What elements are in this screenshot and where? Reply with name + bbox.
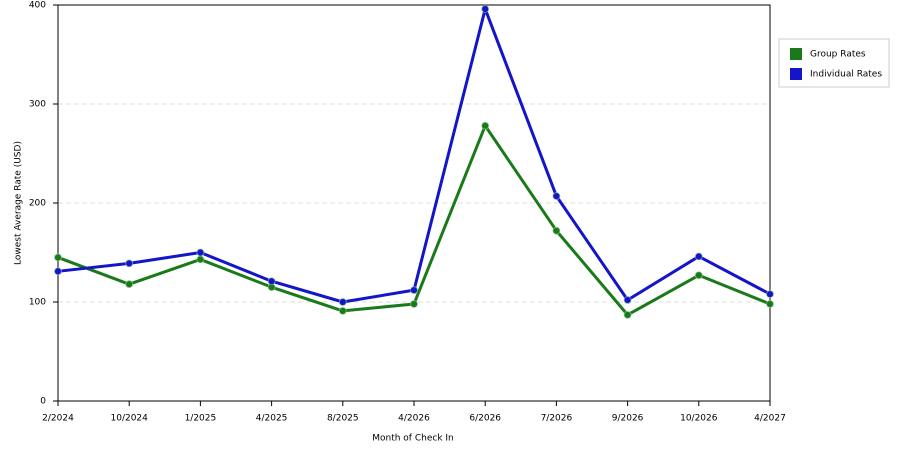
point	[267, 277, 276, 286]
point	[196, 248, 205, 257]
y-axis-title: Lowest Average Rate (USD)	[14, 141, 24, 265]
x-tick-label: 4/2025	[256, 414, 288, 424]
point	[766, 290, 774, 299]
x-tick-label: 1/2025	[185, 414, 217, 424]
x-tick-label: 8/2025	[327, 414, 359, 424]
x-tick-label: 9/2026	[612, 414, 644, 424]
y-tick-label: 0	[40, 397, 46, 407]
point	[196, 255, 205, 264]
point	[125, 280, 134, 289]
x-tick-label: 2/2024	[42, 414, 74, 424]
point	[552, 192, 561, 201]
x-tick-label: 10/2024	[111, 414, 149, 424]
y-tick-label: 200	[29, 199, 46, 209]
point	[552, 226, 561, 235]
legend-swatch	[790, 68, 802, 80]
x-tick-label: 10/2026	[680, 414, 718, 424]
y-tick-label: 400	[29, 1, 46, 11]
x-tick-label: 6/2026	[469, 414, 501, 424]
point	[694, 271, 703, 280]
x-tick-label: 7/2026	[541, 414, 573, 424]
point	[623, 310, 632, 319]
point	[481, 4, 490, 13]
point	[766, 299, 774, 308]
point	[481, 121, 490, 130]
legend-label: Individual Rates	[810, 70, 882, 80]
point	[54, 267, 62, 276]
y-tick-label: 100	[29, 298, 46, 308]
point	[623, 296, 632, 305]
legend-label: Group Rates	[810, 50, 866, 60]
point	[54, 253, 62, 262]
point	[694, 252, 703, 261]
point	[410, 299, 418, 308]
y-tick-label: 300	[29, 100, 46, 110]
point	[338, 306, 347, 315]
x-axis-title: Month of Check In	[372, 434, 454, 444]
point	[125, 259, 134, 268]
series-line	[57, 7, 771, 304]
legend-swatch	[790, 48, 802, 60]
point	[338, 298, 347, 306]
x-tick-label: 4/2026	[398, 414, 430, 424]
point	[410, 286, 418, 295]
x-tick-label: 4/2027	[754, 414, 786, 424]
